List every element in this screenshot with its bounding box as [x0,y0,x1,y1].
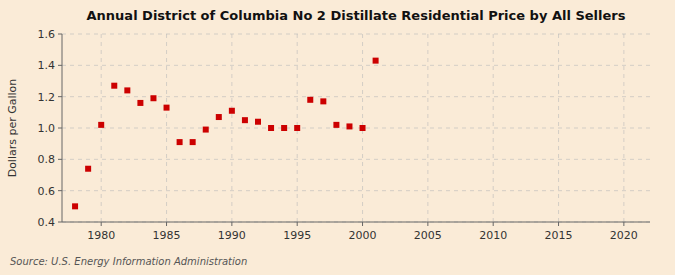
point [190,139,196,145]
tick-label-x: 1985 [153,229,181,242]
tick-label-x: 1980 [87,229,115,242]
point [203,127,209,133]
point [229,108,235,114]
y-axis-line [62,34,63,222]
tick-label-y: 1.6 [38,28,56,41]
point [137,100,143,106]
grid-line-x [427,34,428,222]
grid-line-y [62,159,650,160]
tick-label-y: 1.0 [38,122,56,135]
point [242,117,248,123]
axes: 0.4 0.6 0.8 1.0 1.2 1.4 1.6 1980 1985 1990 1995 200… [38,28,651,242]
tick-x [623,222,624,226]
tick-label-x: 2005 [414,229,442,242]
point [85,166,91,172]
grid-line-y [62,190,650,191]
point [150,95,156,101]
tick-y [58,159,62,160]
tick-label-x: 2020 [610,229,638,242]
tick-label-y: 0.4 [38,216,56,229]
tick-label-y: 1.4 [38,59,56,72]
point [373,58,379,64]
tick-y [58,34,62,35]
tick-x [558,222,559,226]
point [124,87,130,93]
tick-x [231,222,232,226]
point [72,203,78,209]
grid-line-y [62,128,650,129]
grid-line-x [558,34,559,222]
grid-line-x [623,34,624,222]
point [294,125,300,131]
point [360,125,366,131]
grid-line-y [62,222,650,223]
point [164,105,170,111]
point [111,83,117,89]
tick-x [362,222,363,226]
point [320,98,326,104]
point [98,122,104,128]
tick-x [493,222,494,226]
tick-y [58,65,62,66]
grid [62,34,650,222]
tick-label-y: 0.8 [38,153,56,166]
grid-line-x [101,34,102,222]
y-axis-label: Dollars per Gallon [6,79,19,178]
points [72,58,379,210]
tick-label-x: 2010 [479,229,507,242]
tick-label-x: 1995 [283,229,311,242]
tick-x [297,222,298,226]
title: Annual District of Columbia No 2 Distill… [87,8,626,23]
chart: 0.4 0.6 0.8 1.0 1.2 1.4 1.6 1980 1985 1990 1995 200… [0,0,675,275]
tick-y [58,190,62,191]
grid-line-x [231,34,232,222]
tick-y [58,128,62,129]
tick-label-y: 0.6 [38,185,56,198]
point [307,97,313,103]
point [177,139,183,145]
tick-x [101,222,102,226]
tick-x [427,222,428,226]
point [346,123,352,129]
grid-line-y [62,96,650,97]
grid-line-x [493,34,494,222]
grid-line-x [166,34,167,222]
point [216,114,222,120]
tick-y [58,96,62,97]
x-axis-line [62,222,650,223]
tick-label-x: 2015 [545,229,573,242]
chart-container: 0.4 0.6 0.8 1.0 1.2 1.4 1.6 1980 1985 1990 1995 200… [0,0,675,275]
source-note: Source: U.S. Energy Information Administ… [10,256,247,267]
point [268,125,274,131]
point [281,125,287,131]
tick-label-x: 2000 [349,229,377,242]
tick-label-y: 1.2 [38,91,56,104]
tick-y [58,222,62,223]
point [255,119,261,125]
tick-x [166,222,167,226]
background [0,0,675,275]
grid-line-y [62,34,650,35]
point [333,122,339,128]
tick-label-x: 1990 [218,229,246,242]
grid-line-y [62,65,650,66]
